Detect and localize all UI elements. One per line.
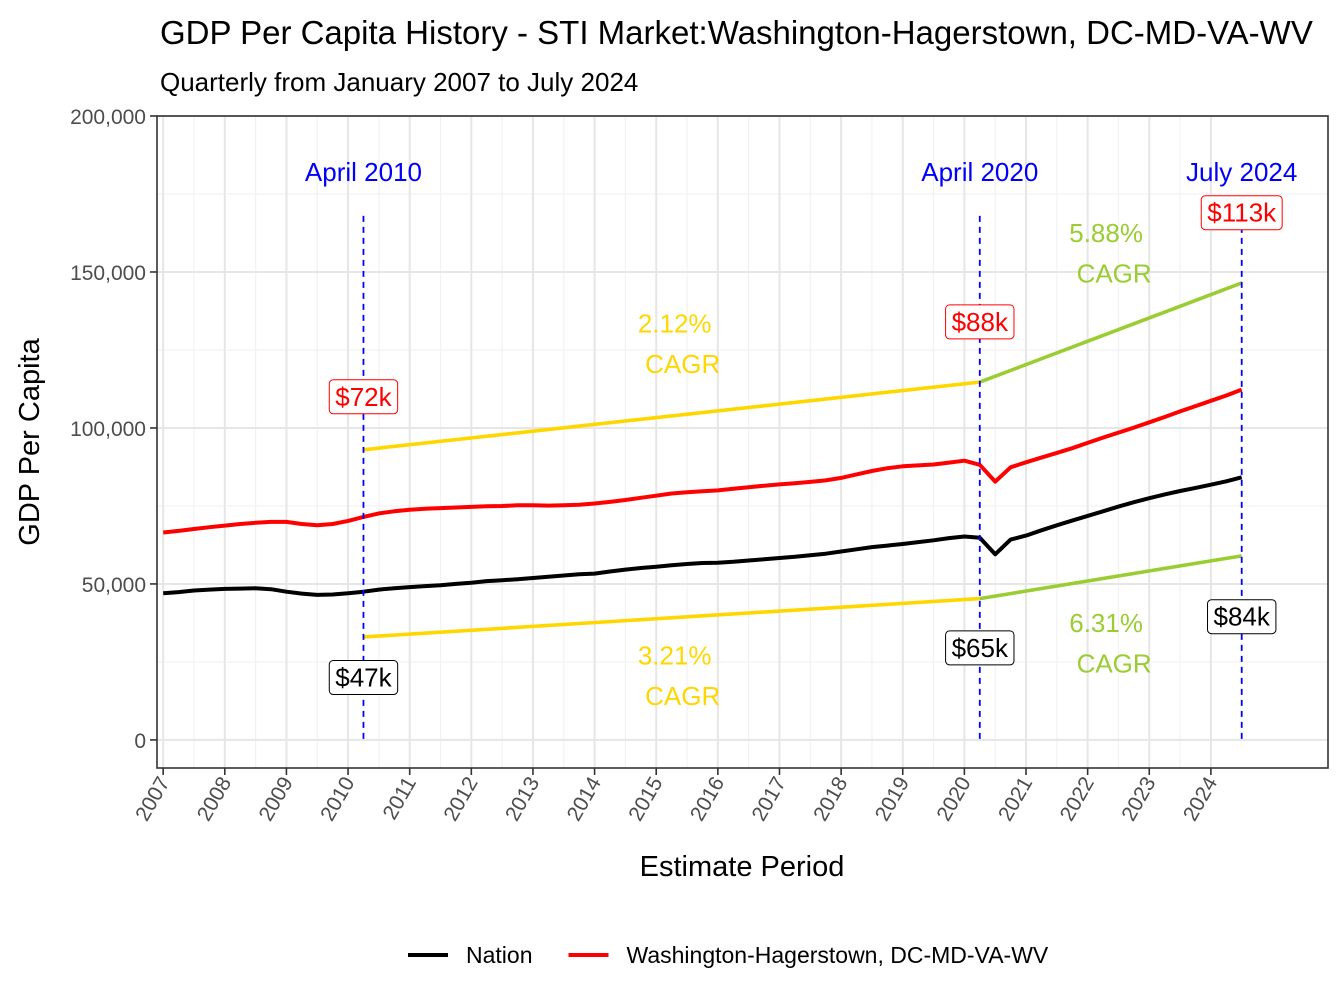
- x-tick-label: 2016: [686, 773, 729, 825]
- vline-april-2010-label: April 2010: [305, 157, 422, 187]
- x-tick-label: 2020: [932, 773, 975, 825]
- x-tick-label: 2008: [193, 773, 236, 825]
- x-tick-label: 2007: [131, 773, 174, 825]
- cagr-nation-2020-2024-cagr: CAGR: [1077, 648, 1152, 678]
- chart-title: GDP Per Capita History - STI Market:Wash…: [160, 14, 1313, 51]
- vline-april-2020-label: April 2020: [921, 157, 1038, 187]
- label-metro-2010-box: [328, 379, 399, 415]
- nation-cagr-2010-2020: [363, 596, 980, 639]
- label-nation-2024-text: $84k: [1214, 602, 1271, 632]
- label-nation-2020: $65k: [945, 630, 1015, 666]
- y-tick-label: 0: [134, 730, 146, 753]
- y-tick-label: 50,000: [82, 574, 146, 597]
- cagr-metro-2010-2020-cagr: CAGR: [645, 349, 720, 379]
- x-axis-title: Estimate Period: [640, 851, 845, 883]
- label-metro-2024-box: [1200, 195, 1283, 231]
- cagr-metro-2010-2020-pct: 2.12%: [638, 308, 712, 338]
- legend: Nation Washington-Hagerstown, DC-MD-VA-WV: [408, 942, 1049, 968]
- vline-july-2024-label: July 2024: [1186, 157, 1297, 187]
- series-nation: [163, 475, 1243, 597]
- series-metro: [162, 387, 1243, 535]
- label-metro-2020-text: $88k: [952, 307, 1009, 337]
- label-nation-2010: $47k: [328, 660, 399, 696]
- x-tick-label: 2014: [563, 773, 606, 825]
- x-tick-label: 2012: [439, 773, 482, 825]
- cagr-nation-2020-2024-pct: 6.31%: [1069, 608, 1143, 638]
- plot-border: [156, 115, 1329, 769]
- x-tick-label: 2023: [1117, 773, 1160, 825]
- x-tick-label: 2013: [501, 773, 544, 825]
- label-nation-2024-box: [1207, 599, 1277, 635]
- x-tick-label: 2024: [1179, 773, 1222, 825]
- x-tick-label: 2009: [254, 773, 297, 825]
- label-nation-2010-text: $47k: [335, 663, 392, 693]
- cagr-nation-2010-2020-pct: 3.21%: [638, 641, 712, 671]
- label-nation-2020-box: [945, 630, 1015, 666]
- x-tick-label: 2019: [871, 773, 914, 825]
- cagr-metro-2020-2024-cagr: CAGR: [1077, 259, 1152, 289]
- label-nation-2024: $84k: [1207, 599, 1277, 635]
- cagr-metro-2020-2024-pct: 5.88%: [1069, 218, 1143, 248]
- cagr-nation-2010-2020-cagr: CAGR: [645, 681, 720, 711]
- label-metro-2020: $88k: [945, 304, 1015, 340]
- period-markers: April 2010 April 2020 July 2024: [305, 157, 1297, 740]
- x-tick-label: 2011: [379, 773, 422, 824]
- x-tick-label: 2022: [1056, 773, 1099, 825]
- legend-metro-label: Washington-Hagerstown, DC-MD-VA-WV: [626, 942, 1048, 968]
- nation-cagr-2020-2024: [979, 554, 1243, 601]
- annotations: $72k $88k $113k $47k $65k $84k 2.12% CAGR 5.88% C…: [328, 195, 1283, 711]
- label-metro-2010-text: $72k: [335, 382, 392, 412]
- y-tick-label: 200,000: [70, 106, 146, 129]
- label-metro-2010: $72k: [328, 379, 399, 415]
- x-tick-label: 2017: [748, 773, 791, 825]
- label-nation-2020-text: $65k: [952, 633, 1009, 663]
- y-tick-label: 100,000: [70, 418, 146, 441]
- plot-background: [157, 116, 1328, 768]
- x-tick-label: 2010: [316, 773, 359, 825]
- y-tick-label: 150,000: [70, 262, 146, 285]
- label-metro-2024: $113k: [1200, 195, 1283, 231]
- legend-nation-label: Nation: [466, 942, 532, 968]
- label-metro-2020-box: [945, 304, 1015, 340]
- x-tick-label: 2015: [624, 773, 667, 825]
- label-nation-2010-box: [328, 660, 399, 696]
- data-series: [162, 387, 1243, 597]
- metro-cagr-2020-2024: [979, 281, 1243, 384]
- chart-subtitle: Quarterly from January 2007 to July 2024: [160, 67, 638, 97]
- x-axis: 2007 2008 2009 2010 2011 2012 2013 2014 2015 2016…: [131, 768, 1222, 825]
- label-metro-2024-text: $113k: [1207, 198, 1277, 228]
- cagr-lines: [363, 281, 1243, 639]
- x-tick-label: 2021: [994, 773, 1037, 825]
- y-axis-title: GDP Per Capita: [14, 337, 46, 545]
- metro-cagr-2010-2020: [363, 380, 980, 452]
- x-tick-label: 2018: [809, 773, 852, 825]
- y-axis: 0 50,000 100,000 150,000 200,000: [70, 106, 157, 753]
